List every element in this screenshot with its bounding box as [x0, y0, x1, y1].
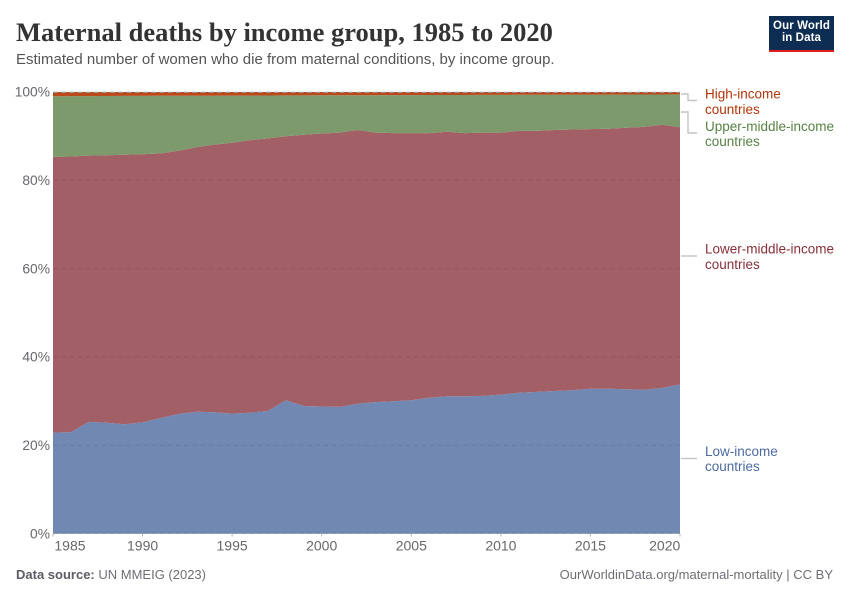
svg-text:2015: 2015: [575, 538, 606, 554]
svg-text:0%: 0%: [30, 526, 50, 541]
svg-text:2005: 2005: [396, 538, 427, 554]
svg-text:2000: 2000: [306, 538, 337, 554]
svg-text:countries: countries: [705, 134, 760, 149]
svg-text:1990: 1990: [127, 538, 158, 554]
svg-text:2010: 2010: [485, 538, 516, 554]
svg-text:1995: 1995: [217, 538, 248, 554]
svg-text:1985: 1985: [54, 538, 85, 554]
svg-text:High-income: High-income: [705, 87, 781, 102]
svg-text:60%: 60%: [22, 261, 50, 276]
svg-text:Lower-middle-income: Lower-middle-income: [705, 242, 834, 257]
svg-text:40%: 40%: [22, 350, 50, 365]
svg-text:Low-income: Low-income: [705, 444, 778, 459]
svg-text:countries: countries: [705, 257, 760, 272]
svg-text:countries: countries: [705, 102, 760, 117]
svg-text:countries: countries: [705, 459, 760, 474]
svg-text:Upper-middle-income: Upper-middle-income: [705, 119, 834, 134]
svg-text:80%: 80%: [22, 173, 50, 188]
svg-text:2020: 2020: [649, 538, 680, 554]
svg-text:20%: 20%: [22, 438, 50, 453]
svg-text:100%: 100%: [15, 85, 50, 100]
